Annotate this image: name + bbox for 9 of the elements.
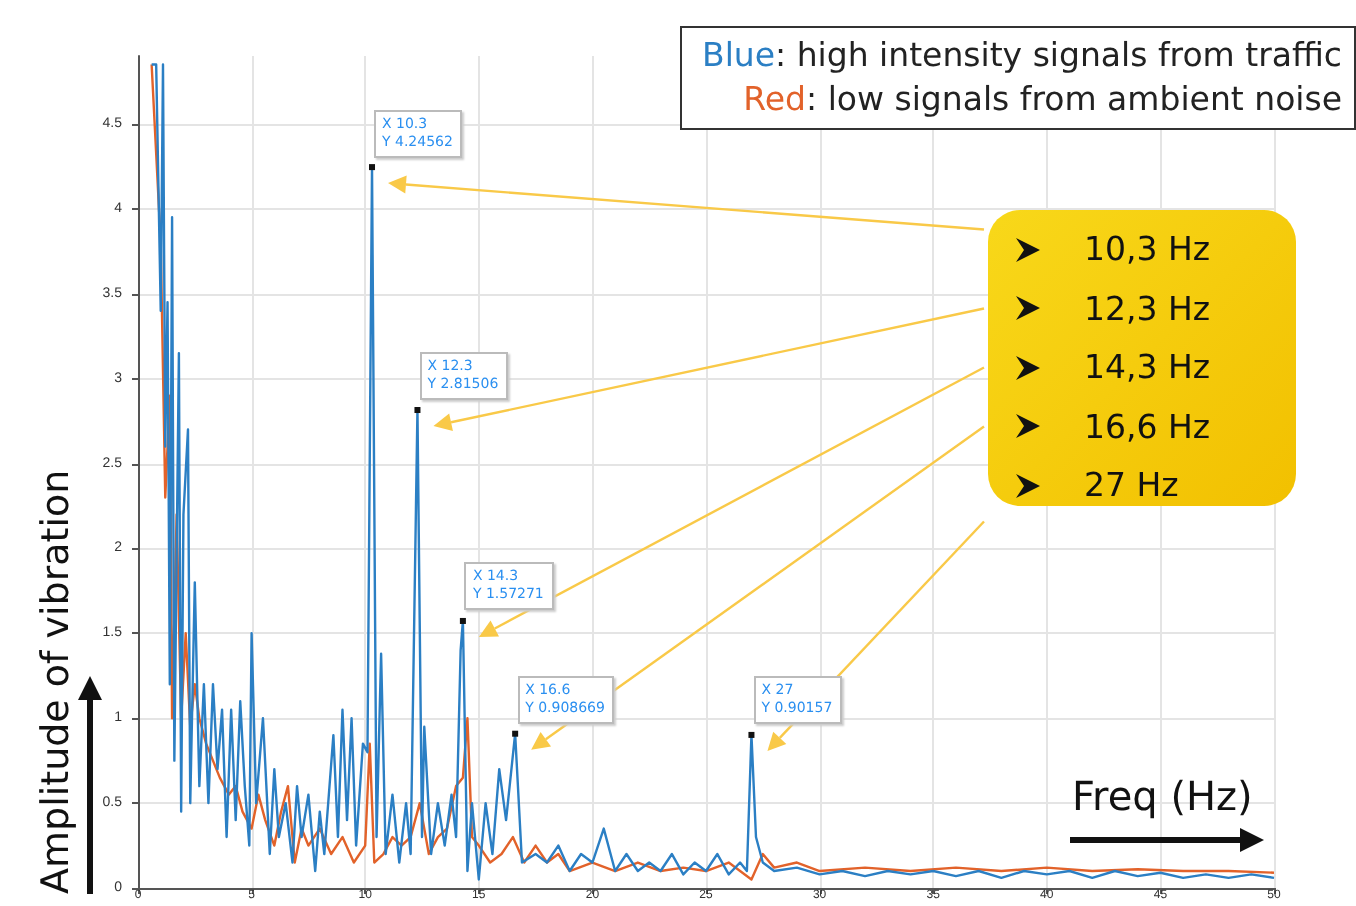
text: Red: low signals from ambient noise: [743, 80, 1342, 118]
text: Blue: high intensity signals from traffic: [702, 36, 1342, 74]
annotation: 10,3 Hz: [1084, 230, 1211, 269]
y-axis-title: Amplitude of vibration: [34, 469, 78, 894]
annotation: 27 Hz: [1084, 466, 1179, 505]
x-axis-title: Freq (Hz): [1072, 772, 1253, 820]
annotation: 12,3 Hz: [1084, 289, 1211, 328]
annotation: 16,6 Hz: [1084, 407, 1211, 446]
annotation: 14,3 Hz: [1084, 348, 1211, 387]
